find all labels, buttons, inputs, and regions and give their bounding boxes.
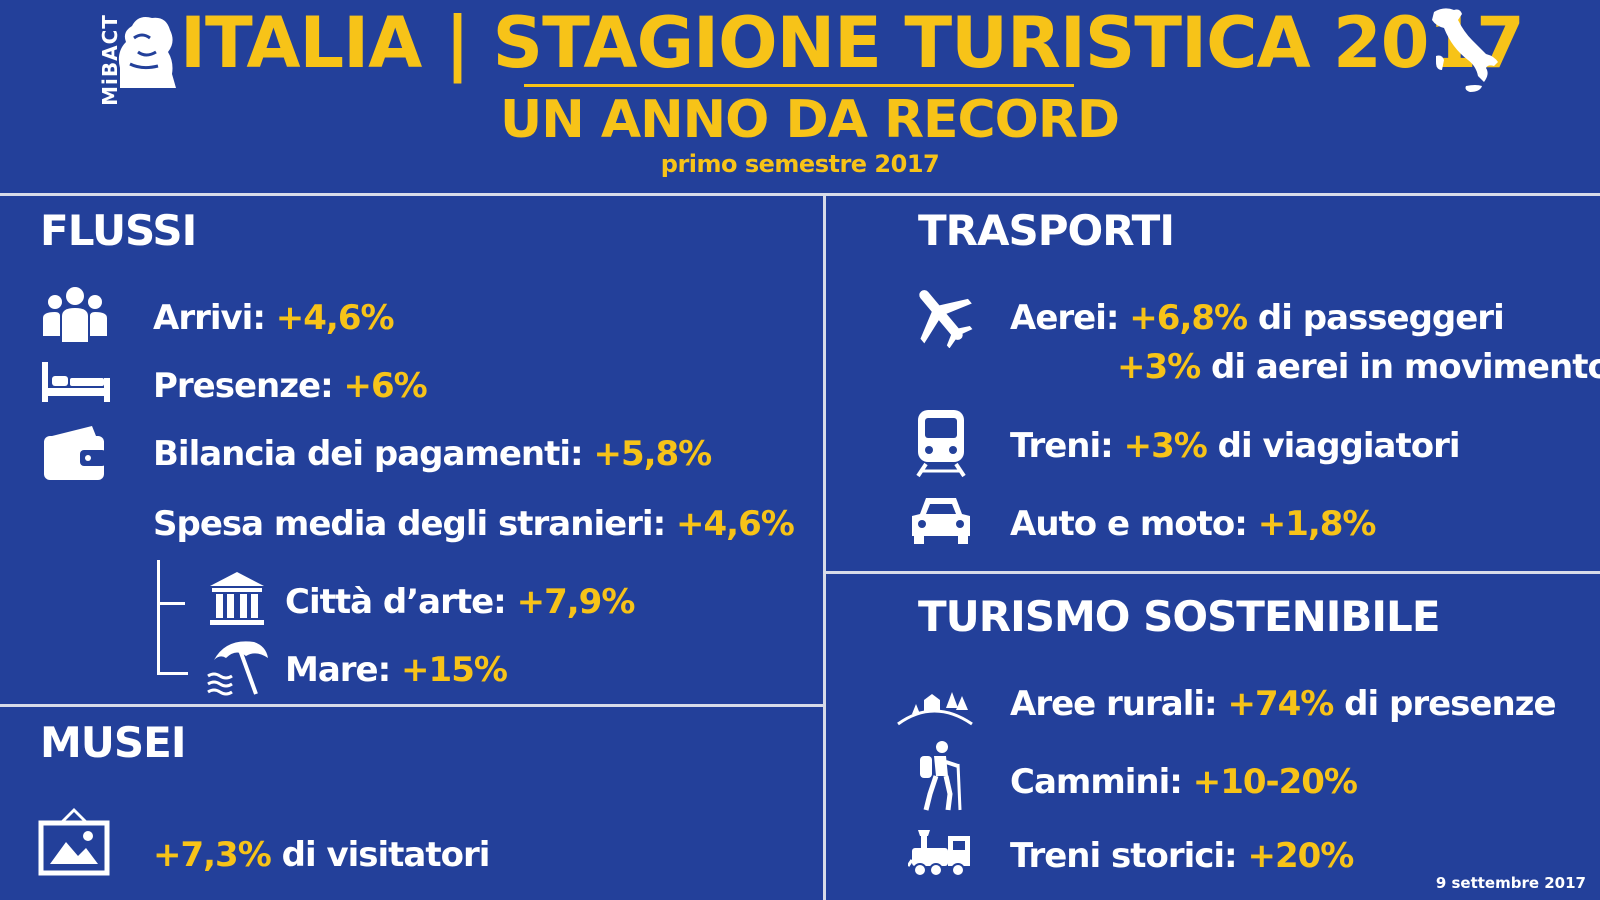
page-subtitle: UN ANNO DA RECORD bbox=[500, 90, 1120, 150]
aerei-suffix-passeggeri: di passeggeri bbox=[1247, 298, 1505, 338]
flussi-row-presenze: Presenze: +6% bbox=[153, 364, 428, 408]
section-title-flussi: FLUSSI bbox=[40, 206, 197, 255]
treni-storici-label: Treni storici: bbox=[1010, 836, 1248, 876]
flussi-row-mare: Mare: +15% bbox=[285, 648, 508, 692]
arrivi-label: Arrivi: bbox=[153, 298, 276, 338]
citta-value: +7,9% bbox=[516, 582, 636, 622]
trasporti-row-auto: Auto e moto: +1,8% bbox=[1010, 502, 1376, 546]
header-divider bbox=[0, 193, 1600, 196]
trasporti-row-treni: Treni: +3% di viaggiatori bbox=[1010, 424, 1461, 468]
aerei-suffix-movimento: di aerei in movimento bbox=[1200, 347, 1600, 387]
cammini-value: +10-20% bbox=[1192, 762, 1358, 802]
mare-value: +15% bbox=[401, 650, 508, 690]
trasporti-row-aerei: Aerei: +6,8% di passeggeri bbox=[1010, 296, 1505, 340]
flussi-row-bilancia: Bilancia dei pagamenti: +5,8% bbox=[153, 432, 712, 476]
cammini-label: Cammini: bbox=[1010, 762, 1193, 802]
treni-label: Treni: bbox=[1010, 426, 1124, 466]
aerei-value-movimento: +3% bbox=[1117, 347, 1201, 387]
period-label: primo semestre 2017 bbox=[660, 150, 940, 178]
column-divider bbox=[823, 196, 826, 900]
aree-label: Aree rurali: bbox=[1010, 684, 1228, 724]
beach-umbrella-icon bbox=[207, 641, 268, 696]
flussi-row-arrivi: Arrivi: +4,6% bbox=[153, 296, 395, 340]
sostenibile-row-treni-storici: Treni storici: +20% bbox=[1010, 834, 1355, 878]
arrivi-value: +4,6% bbox=[275, 298, 395, 338]
bilancia-label: Bilancia dei pagamenti: bbox=[153, 434, 594, 474]
people-icon bbox=[43, 287, 107, 342]
treni-value: +3% bbox=[1123, 426, 1208, 466]
section-title-sostenibile: TURISMO SOSTENIBILE bbox=[918, 592, 1441, 641]
presenze-value: +6% bbox=[343, 366, 428, 406]
airplane-icon bbox=[919, 290, 973, 348]
tree-bracket bbox=[157, 560, 188, 675]
aerei-label: Aerei: bbox=[1010, 298, 1130, 338]
bilancia-value: +5,8% bbox=[593, 434, 712, 474]
bed-icon bbox=[42, 362, 110, 402]
title-divider bbox=[524, 84, 1074, 87]
hiker-icon bbox=[920, 741, 962, 811]
spesa-label: Spesa media degli stranieri: bbox=[153, 504, 677, 544]
spesa-value: +4,6% bbox=[676, 504, 795, 544]
sostenibile-row-aree: Aree rurali: +74% di presenze bbox=[1010, 682, 1557, 726]
musei-row: +7,3% di visitatori bbox=[153, 833, 491, 877]
sostenibile-divider bbox=[826, 571, 1600, 574]
aree-suffix: di presenze bbox=[1333, 684, 1556, 724]
mare-label: Mare: bbox=[285, 650, 402, 690]
publication-date: 9 settembre 2017 bbox=[1435, 874, 1586, 892]
auto-value: +1,8% bbox=[1257, 504, 1377, 544]
picture-frame-icon bbox=[38, 808, 110, 876]
treni-storici-value: +20% bbox=[1247, 836, 1355, 876]
treni-suffix: di viaggiatori bbox=[1206, 426, 1461, 466]
rural-landscape-icon bbox=[897, 692, 973, 726]
train-icon bbox=[916, 410, 966, 478]
musei-divider bbox=[0, 704, 823, 707]
museum-building-icon bbox=[210, 572, 264, 625]
ministry-logo bbox=[118, 17, 176, 88]
section-title-musei: MUSEI bbox=[40, 718, 186, 767]
car-icon bbox=[912, 498, 970, 544]
musei-suffix: di visitatori bbox=[270, 835, 491, 875]
flussi-row-citta: Città d’arte: +7,9% bbox=[285, 580, 636, 624]
presenze-label: Presenze: bbox=[153, 366, 344, 406]
aree-value: +74% bbox=[1227, 684, 1334, 724]
italy-map-icon bbox=[1432, 8, 1498, 92]
aerei-value-passeggeri: +6,8% bbox=[1129, 298, 1248, 338]
sostenibile-row-cammini: Cammini: +10-20% bbox=[1010, 760, 1358, 804]
citta-label: Città d’arte: bbox=[285, 582, 517, 622]
trasporti-row-aerei-movimento: +3% di aerei in movimento bbox=[1117, 345, 1600, 389]
wallet-icon bbox=[44, 426, 106, 480]
flussi-row-spesa: Spesa media degli stranieri: +4,6% bbox=[153, 502, 795, 546]
musei-value: +7,3% bbox=[153, 835, 272, 875]
section-title-trasporti: TRASPORTI bbox=[918, 206, 1175, 255]
page-title: ITALIA | STAGIONE TURISTICA 2017 bbox=[180, 2, 1525, 84]
auto-label: Auto e moto: bbox=[1010, 504, 1258, 544]
steam-train-icon bbox=[908, 830, 970, 877]
tree-branch bbox=[157, 602, 185, 605]
